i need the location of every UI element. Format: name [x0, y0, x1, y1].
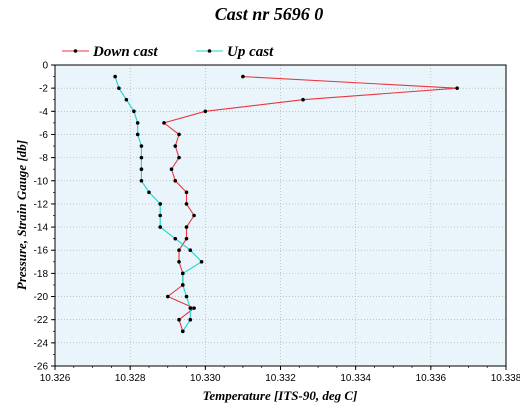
data-point-down-cast: [184, 190, 189, 195]
y-tick-label: -26: [34, 362, 49, 373]
data-point-down-cast: [162, 121, 166, 125]
y-tick-label: -14: [34, 223, 49, 234]
legend-label-down-cast: Down cast: [92, 44, 158, 60]
data-point-up-cast: [173, 236, 178, 241]
data-point-down-cast: [173, 178, 178, 183]
x-tick-label: 10.336: [416, 373, 447, 384]
data-point-up-cast: [113, 74, 117, 79]
legend: Down cast Up cast: [62, 44, 274, 60]
legend-marker-up-cast: [207, 49, 212, 53]
y-tick-label: 0: [42, 61, 48, 72]
data-point-up-cast: [158, 225, 163, 229]
data-point-down-cast: [184, 236, 189, 241]
y-axis-label: Pressure, Strain Gauge [db]: [14, 140, 29, 290]
x-tick-label: 10.330: [190, 373, 221, 384]
series-layer: [113, 74, 459, 334]
y-tick-label: -6: [39, 130, 48, 141]
data-point-down-cast: [301, 97, 305, 102]
data-point-down-cast: [177, 132, 181, 137]
data-point-down-cast: [165, 294, 170, 299]
axes: 10.326 10.328 10.330 10.332 10.334 10.336 10.3…: [34, 61, 520, 385]
data-point-up-cast: [180, 271, 185, 276]
data-point-up-cast: [139, 144, 144, 148]
data-point-up-cast: [180, 329, 185, 334]
data-point-up-cast: [139, 155, 144, 160]
data-point-up-cast: [147, 190, 151, 195]
x-tick-label: 10.326: [40, 373, 71, 384]
data-point-up-cast: [135, 121, 140, 125]
data-point-down-cast: [184, 225, 189, 229]
x-tick-label: 10.328: [115, 373, 146, 384]
data-point-up-cast: [139, 178, 144, 183]
data-point-down-cast: [203, 109, 208, 114]
data-point-up-cast: [180, 283, 185, 287]
data-point-up-cast: [158, 202, 163, 206]
data-point-down-cast: [177, 317, 181, 322]
x-tick-label: 10.338: [491, 373, 520, 384]
data-point-down-cast: [192, 306, 196, 310]
data-point-up-cast: [188, 317, 193, 322]
x-tick-label: 10.332: [265, 373, 296, 384]
data-point-up-cast: [188, 306, 193, 310]
data-point-down-cast: [177, 248, 181, 253]
y-tick-label: -18: [34, 269, 49, 280]
y-tick-label: -20: [34, 292, 49, 303]
chart-title: Cast nr 5696 0: [215, 4, 324, 24]
y-tick-label: -22: [34, 315, 49, 326]
data-point-down-cast: [192, 213, 196, 218]
data-point-down-cast: [173, 144, 178, 148]
legend-marker-down-cast: [73, 49, 78, 53]
data-point-up-cast: [117, 86, 121, 90]
y-tick-label: -8: [39, 153, 48, 164]
data-point-down-cast: [455, 86, 459, 90]
y-tick-label: -12: [34, 199, 49, 210]
y-tick-label: -10: [34, 176, 49, 187]
data-point-up-cast: [158, 213, 163, 218]
y-tick-label: -24: [34, 338, 49, 349]
x-axis-label: Temperature [ITS-90, deg C]: [203, 388, 358, 403]
data-point-up-cast: [188, 248, 193, 253]
data-point-up-cast: [135, 132, 140, 137]
data-point-down-cast: [169, 167, 174, 171]
data-point-up-cast: [139, 167, 144, 171]
data-point-up-cast: [132, 109, 136, 114]
data-point-up-cast: [124, 97, 129, 102]
data-point-down-cast: [241, 74, 245, 79]
data-point-down-cast: [177, 155, 181, 160]
y-tick-label: -16: [34, 246, 49, 257]
y-tick-label: -2: [39, 84, 48, 95]
data-point-down-cast: [184, 202, 189, 206]
data-point-down-cast: [177, 260, 181, 264]
data-point-up-cast: [199, 260, 204, 264]
x-tick-label: 10.334: [340, 373, 371, 384]
data-point-up-cast: [184, 294, 189, 299]
legend-label-up-cast: Up cast: [227, 44, 274, 60]
y-tick-label: -4: [39, 107, 48, 118]
